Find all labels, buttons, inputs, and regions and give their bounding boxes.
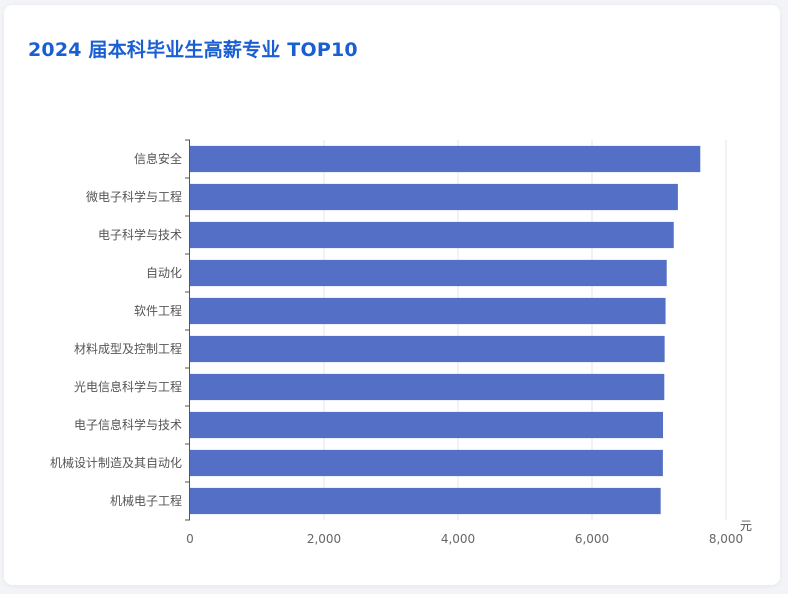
x-tick-label: 6,000 <box>575 532 609 546</box>
bar <box>190 373 665 401</box>
category-label: 电子信息科学与技术 <box>74 417 182 432</box>
category-label: 材料成型及控制工程 <box>74 341 182 356</box>
bar <box>190 487 661 515</box>
category-label: 机械设计制造及其自动化 <box>50 455 182 470</box>
bar <box>190 297 666 325</box>
category-label: 微电子科学与工程 <box>86 189 182 204</box>
bar <box>190 449 663 477</box>
category-label: 软件工程 <box>134 303 182 318</box>
x-axis-unit: 元 <box>740 519 752 533</box>
x-tick-label: 4,000 <box>441 532 475 546</box>
category-label: 电子科学与技术 <box>98 227 182 242</box>
category-label: 机械电子工程 <box>110 493 182 508</box>
bar <box>190 335 665 363</box>
bar <box>190 259 667 287</box>
category-label: 自动化 <box>146 266 182 280</box>
x-tick-label: 0 <box>186 532 194 546</box>
chart-title: 2024 届本科毕业生高薪专业 TOP10 <box>28 39 358 61</box>
bar <box>190 221 674 249</box>
x-tick-label: 8,000 <box>709 532 743 546</box>
category-label: 光电信息科学与工程 <box>74 379 182 394</box>
bar <box>190 183 678 211</box>
bar <box>190 411 664 439</box>
bar <box>190 145 701 173</box>
x-tick-label: 2,000 <box>307 532 341 546</box>
category-label: 信息安全 <box>134 151 182 166</box>
